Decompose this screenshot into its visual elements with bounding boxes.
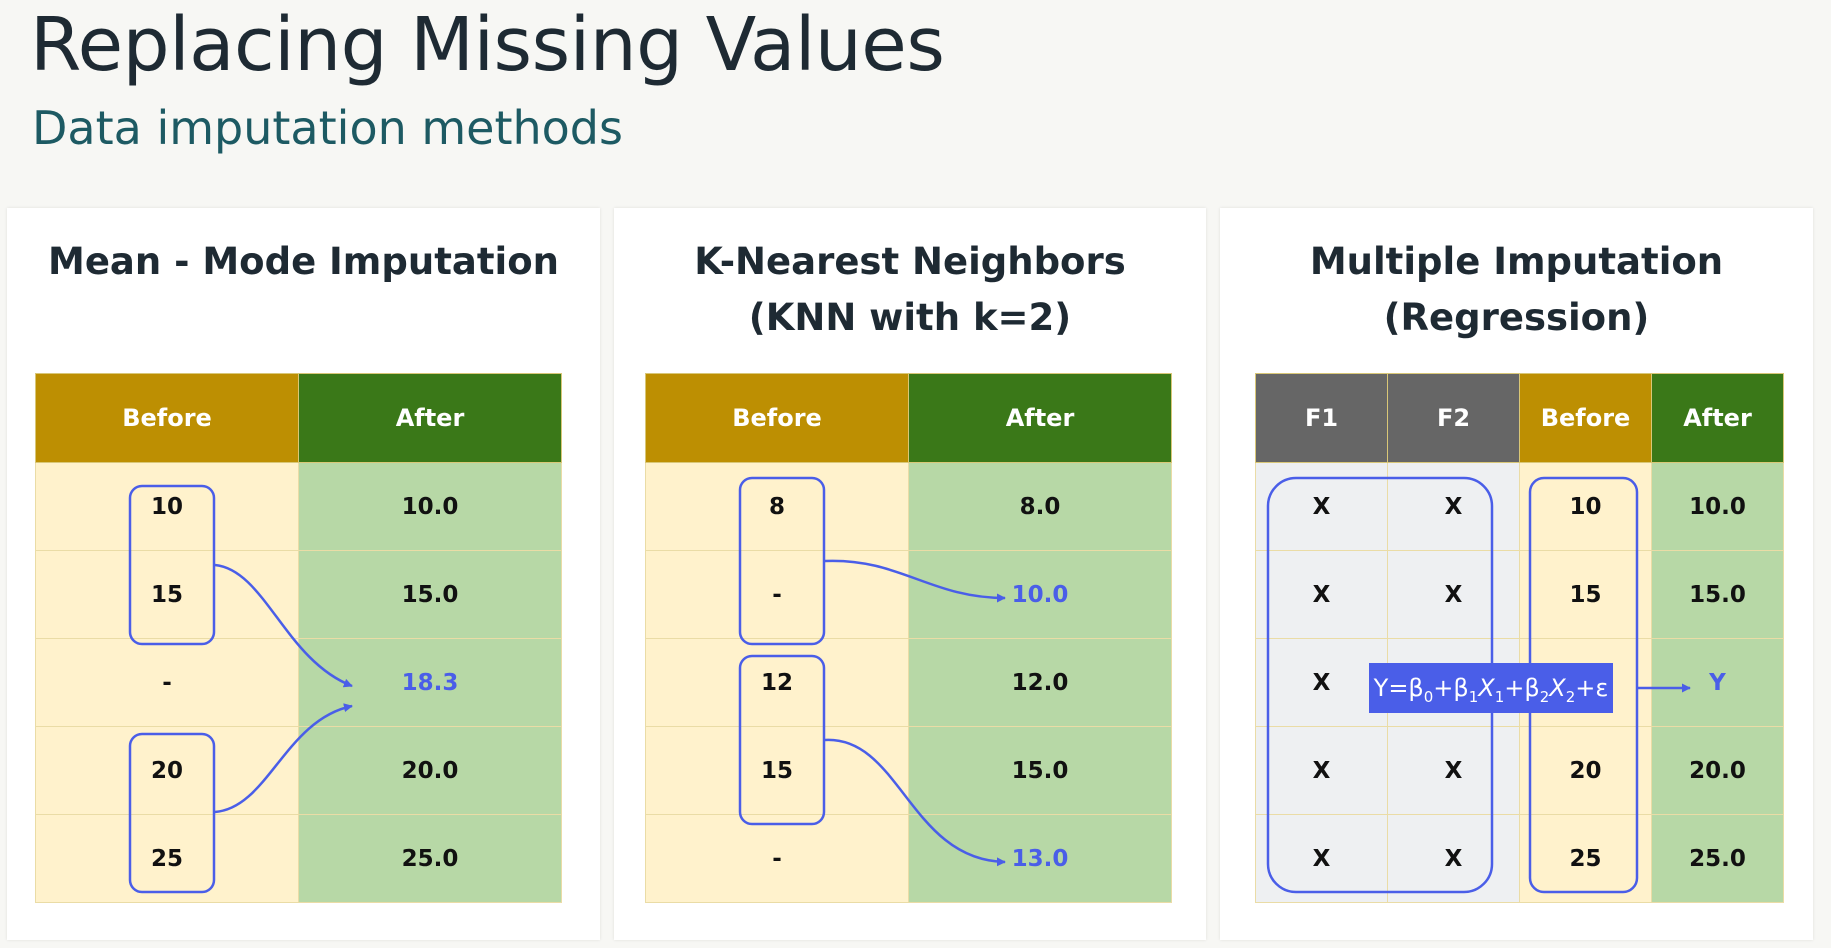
before-cell: 10	[1519, 462, 1652, 551]
after-cell: 10.0	[298, 462, 562, 551]
regression-panel: Multiple Imputation (Regression) F1 F2 B…	[1220, 208, 1813, 940]
f2-header: F2	[1387, 373, 1520, 463]
f1-header: F1	[1255, 373, 1388, 463]
table-row: 10 10.0	[35, 462, 562, 551]
table-row: X X 25 25.0	[1255, 814, 1784, 903]
after-cell: 10.0	[1651, 462, 1784, 551]
f2-cell: X	[1387, 550, 1520, 639]
f1-cell: X	[1255, 550, 1388, 639]
f1-cell: X	[1255, 462, 1388, 551]
after-cell: 8.0	[908, 462, 1172, 551]
page-subtitle: Data imputation methods	[32, 101, 623, 155]
table-row: 15 15.0	[645, 726, 1172, 815]
before-cell: 20	[35, 726, 299, 815]
f2-cell: X	[1387, 726, 1520, 815]
table-row: 12 12.0	[645, 638, 1172, 727]
regression-formula: Y=β0+β1X1+β2X2+ε	[1369, 663, 1613, 713]
imputed-cell: 18.3	[298, 638, 562, 727]
panel-title: Multiple Imputation (Regression)	[1309, 240, 1724, 339]
before-header: Before	[35, 373, 299, 463]
table-row: X X 20 20.0	[1255, 726, 1784, 815]
imputed-cell: 13.0	[908, 814, 1172, 903]
before-cell: 25	[35, 814, 299, 903]
before-cell: 8	[645, 462, 909, 551]
table-row: - 13.0	[645, 814, 1172, 903]
after-cell: 20.0	[1651, 726, 1784, 815]
after-cell: 20.0	[298, 726, 562, 815]
before-cell: 15	[1519, 550, 1652, 639]
before-cell: 10	[35, 462, 299, 551]
mean-mode-panel: Mean - Mode Imputation Before After 10 1…	[7, 208, 600, 940]
f1-cell: X	[1255, 638, 1388, 727]
before-cell: 12	[645, 638, 909, 727]
after-cell: 25.0	[298, 814, 562, 903]
imputed-cell: 10.0	[908, 550, 1172, 639]
panel-title: K-Nearest Neighbors (KNN with k=2)	[694, 240, 1126, 339]
regression-table: F1 F2 Before After X X 10 10.0 X X 15 15…	[1255, 373, 1784, 903]
table-row: 8 8.0	[645, 462, 1172, 551]
f2-cell: X	[1387, 462, 1520, 551]
table-row: - 18.3	[35, 638, 562, 727]
before-cell: -	[645, 814, 909, 903]
knn-table: Before After 8 8.0 - 10.0 12 12.0 15 15.…	[645, 373, 1172, 903]
f2-cell: X	[1387, 814, 1520, 903]
table-row: 15 15.0	[35, 550, 562, 639]
table-row: X X 10 10.0	[1255, 462, 1784, 551]
before-header: Before	[645, 373, 909, 463]
after-cell: 25.0	[1651, 814, 1784, 903]
mean-mode-table: Before After 10 10.0 15 15.0 - 18.3 20 2…	[35, 373, 562, 903]
page-title: Replacing Missing Values	[30, 2, 945, 88]
f1-cell: X	[1255, 726, 1388, 815]
before-cell: 15	[645, 726, 909, 815]
after-header: After	[908, 373, 1172, 463]
after-header: After	[298, 373, 562, 463]
imputed-cell: Y	[1651, 638, 1784, 727]
after-cell: 15.0	[1651, 550, 1784, 639]
panel-title: Mean - Mode Imputation	[48, 240, 559, 283]
table-row: 20 20.0	[35, 726, 562, 815]
after-cell: 15.0	[298, 550, 562, 639]
knn-panel: K-Nearest Neighbors (KNN with k=2) Befor…	[614, 208, 1206, 940]
after-cell: 12.0	[908, 638, 1172, 727]
table-row: X X 15 15.0	[1255, 550, 1784, 639]
table-row: 25 25.0	[35, 814, 562, 903]
table-row: - 10.0	[645, 550, 1172, 639]
before-cell: -	[35, 638, 299, 727]
after-header: After	[1651, 373, 1784, 463]
f1-cell: X	[1255, 814, 1388, 903]
before-cell: 20	[1519, 726, 1652, 815]
after-cell: 15.0	[908, 726, 1172, 815]
before-cell: -	[645, 550, 909, 639]
before-cell: 15	[35, 550, 299, 639]
before-cell: 25	[1519, 814, 1652, 903]
before-header: Before	[1519, 373, 1652, 463]
